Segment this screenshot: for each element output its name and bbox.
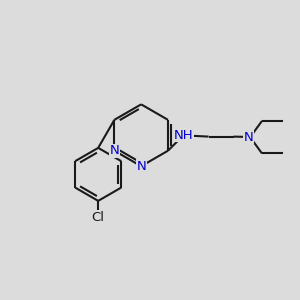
Text: NH: NH <box>174 129 194 142</box>
Text: Cl: Cl <box>92 211 105 224</box>
Text: N: N <box>136 160 146 173</box>
Text: N: N <box>110 144 119 157</box>
Text: N: N <box>244 131 253 144</box>
